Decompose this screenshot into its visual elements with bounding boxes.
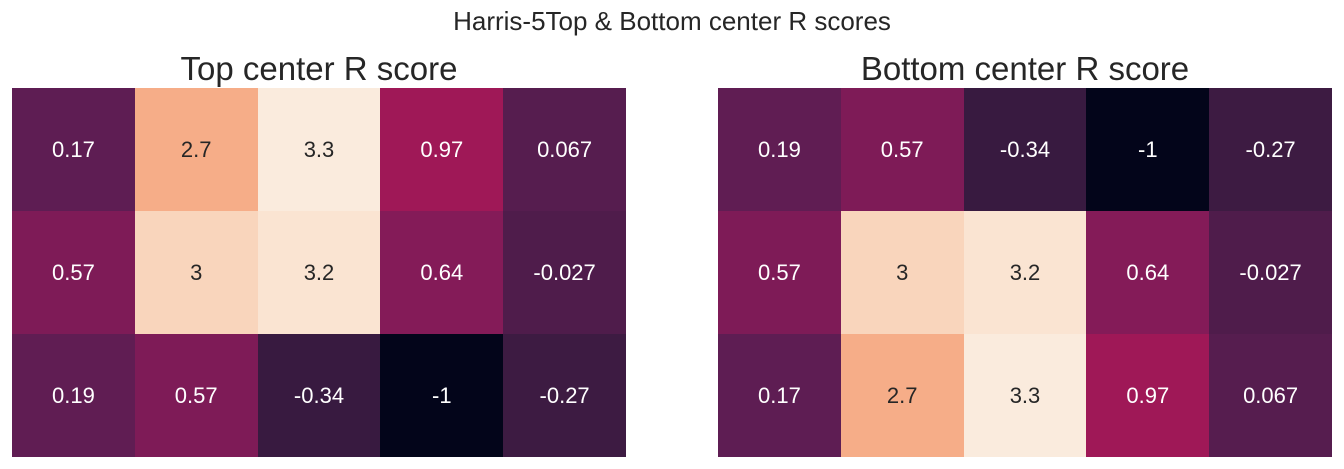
heatmap-cell: 0.19 — [718, 88, 841, 211]
heatmap-cell: 0.64 — [1086, 211, 1210, 334]
heatmap-cell: 0.067 — [503, 88, 626, 211]
heatmap-cell: 0.64 — [380, 211, 504, 334]
heatmap-cell: -0.27 — [503, 334, 626, 457]
heatmap-cell: 3 — [134, 211, 258, 334]
heatmap-cell: 0.57 — [134, 334, 258, 457]
heatmap-panel-top-center: Top center R score 0.17 2.7 3.3 0.97 0.067 0.… — [12, 0, 626, 469]
heatmap-cell: -0.027 — [1209, 211, 1332, 334]
heatmap-cell: 2.7 — [134, 88, 258, 211]
heatmap-cell: 0.57 — [718, 211, 841, 334]
heatmap-cell: 0.19 — [12, 334, 135, 457]
heatmap-cell: -1 — [1086, 88, 1210, 211]
heatmap-cell: 0.57 — [12, 211, 135, 334]
heatmap-grid-top-center: 0.17 2.7 3.3 0.97 0.067 0.57 3 3.2 0.64 -0.027 0.1… — [12, 88, 626, 457]
heatmap-cell: 0.17 — [718, 334, 841, 457]
heatmap-cell: 0.97 — [380, 88, 504, 211]
heatmap-title-bottom-center: Bottom center R score — [860, 50, 1190, 87]
heatmap-cell: -0.34 — [963, 88, 1087, 211]
heatmap-cell: 3.2 — [257, 211, 381, 334]
heatmap-cell: -0.027 — [503, 211, 626, 334]
heatmap-title-top-center: Top center R score — [180, 50, 458, 87]
heatmap-cell: 2.7 — [840, 334, 964, 457]
heatmap-cell: 0.067 — [1209, 334, 1332, 457]
heatmap-cell: 0.97 — [1086, 334, 1210, 457]
heatmap-cell: 3.3 — [963, 334, 1087, 457]
heatmap-cell: 0.57 — [840, 88, 964, 211]
heatmap-cell: 3.2 — [963, 211, 1087, 334]
heatmap-cell: -1 — [380, 334, 504, 457]
heatmap-cell: 3.3 — [257, 88, 381, 211]
heatmap-cell: -0.27 — [1209, 88, 1332, 211]
figure-suptitle: Harris-5Top & Bottom center R scores — [453, 6, 891, 36]
heatmap-panel-bottom-center: Bottom center R score 0.19 0.57 -0.34 -1 -0.… — [718, 0, 1332, 469]
heatmap-cell: 3 — [840, 211, 964, 334]
heatmap-cell: -0.34 — [257, 334, 381, 457]
heatmap-grid-bottom-center: 0.19 0.57 -0.34 -1 -0.27 0.57 3 3.2 0.64 -0.027 0.… — [718, 88, 1332, 457]
heatmap-cell: 0.17 — [12, 88, 135, 211]
